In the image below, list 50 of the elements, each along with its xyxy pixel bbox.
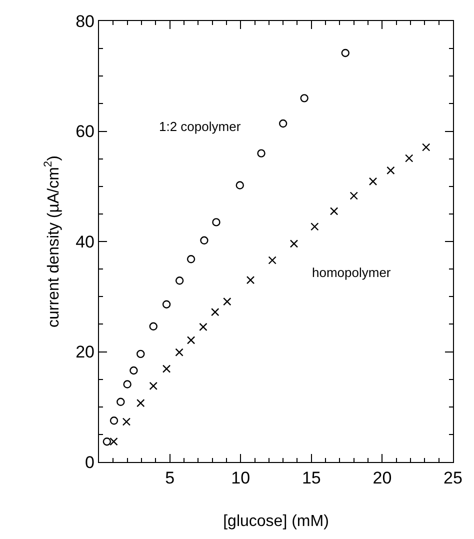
point [290,240,298,248]
point [110,438,118,446]
point [110,416,118,425]
y-tick-label: 20 [76,342,94,362]
series-label: 1:2 copolymer [159,119,242,134]
point [350,192,358,200]
y-tick-label: 40 [76,232,94,252]
point [149,382,158,390]
point [223,297,232,306]
point [422,143,430,152]
point [122,418,131,426]
point [268,256,276,264]
point [136,398,145,408]
point [186,255,196,264]
point [186,336,196,344]
point [212,218,220,226]
point [136,350,145,358]
series-label: homopolymer [312,265,392,280]
point [130,366,138,375]
point [199,322,208,332]
point [236,181,244,190]
point [175,276,184,285]
x-axis-title: [glucose] (mM) [223,513,329,530]
y-tick-label: 60 [76,122,94,142]
point [211,308,220,316]
point [257,149,266,158]
point [200,236,208,244]
x-tick-label: 20 [372,468,392,488]
point [149,322,158,330]
point [341,48,350,58]
point [278,119,288,128]
point [300,94,308,102]
y-tick-label: 80 [76,12,94,31]
point [162,300,171,308]
point [246,276,255,284]
x-tick-label: 15 [302,468,321,488]
point [386,166,395,174]
point [310,222,319,231]
point [102,438,112,446]
point [162,364,171,373]
point [175,348,184,356]
x-tick-label: 5 [165,468,175,488]
x-tick-label: 10 [231,468,250,488]
point [405,154,414,162]
point [368,177,378,186]
point [330,207,338,216]
point [116,398,125,406]
x-tick-label: 25 [444,468,462,488]
y-tick-label: 0 [85,452,94,472]
point [123,380,132,388]
